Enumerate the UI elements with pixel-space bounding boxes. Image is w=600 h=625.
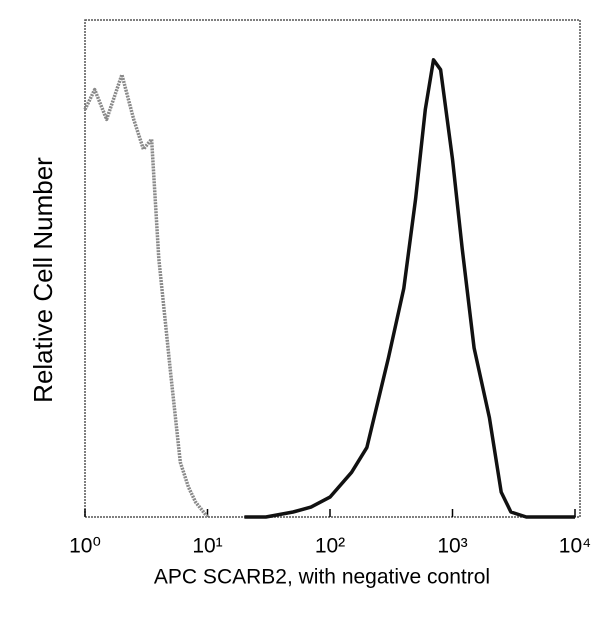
x-tick-label: 10⁴: [559, 535, 591, 558]
histogram-line: [244, 58, 575, 519]
x-tick-label: 10¹: [192, 535, 222, 558]
histogram-line: [83, 72, 209, 519]
x-axis-label: APC SCARB2, with negative control: [154, 566, 490, 589]
x-tick-label: 10³: [437, 535, 467, 558]
x-tick-label: 10²: [315, 535, 345, 558]
plot-frame: [84, 19, 581, 518]
x-tick-label: 10⁰: [69, 535, 101, 558]
y-axis-label: Relative Cell Number: [28, 157, 58, 403]
